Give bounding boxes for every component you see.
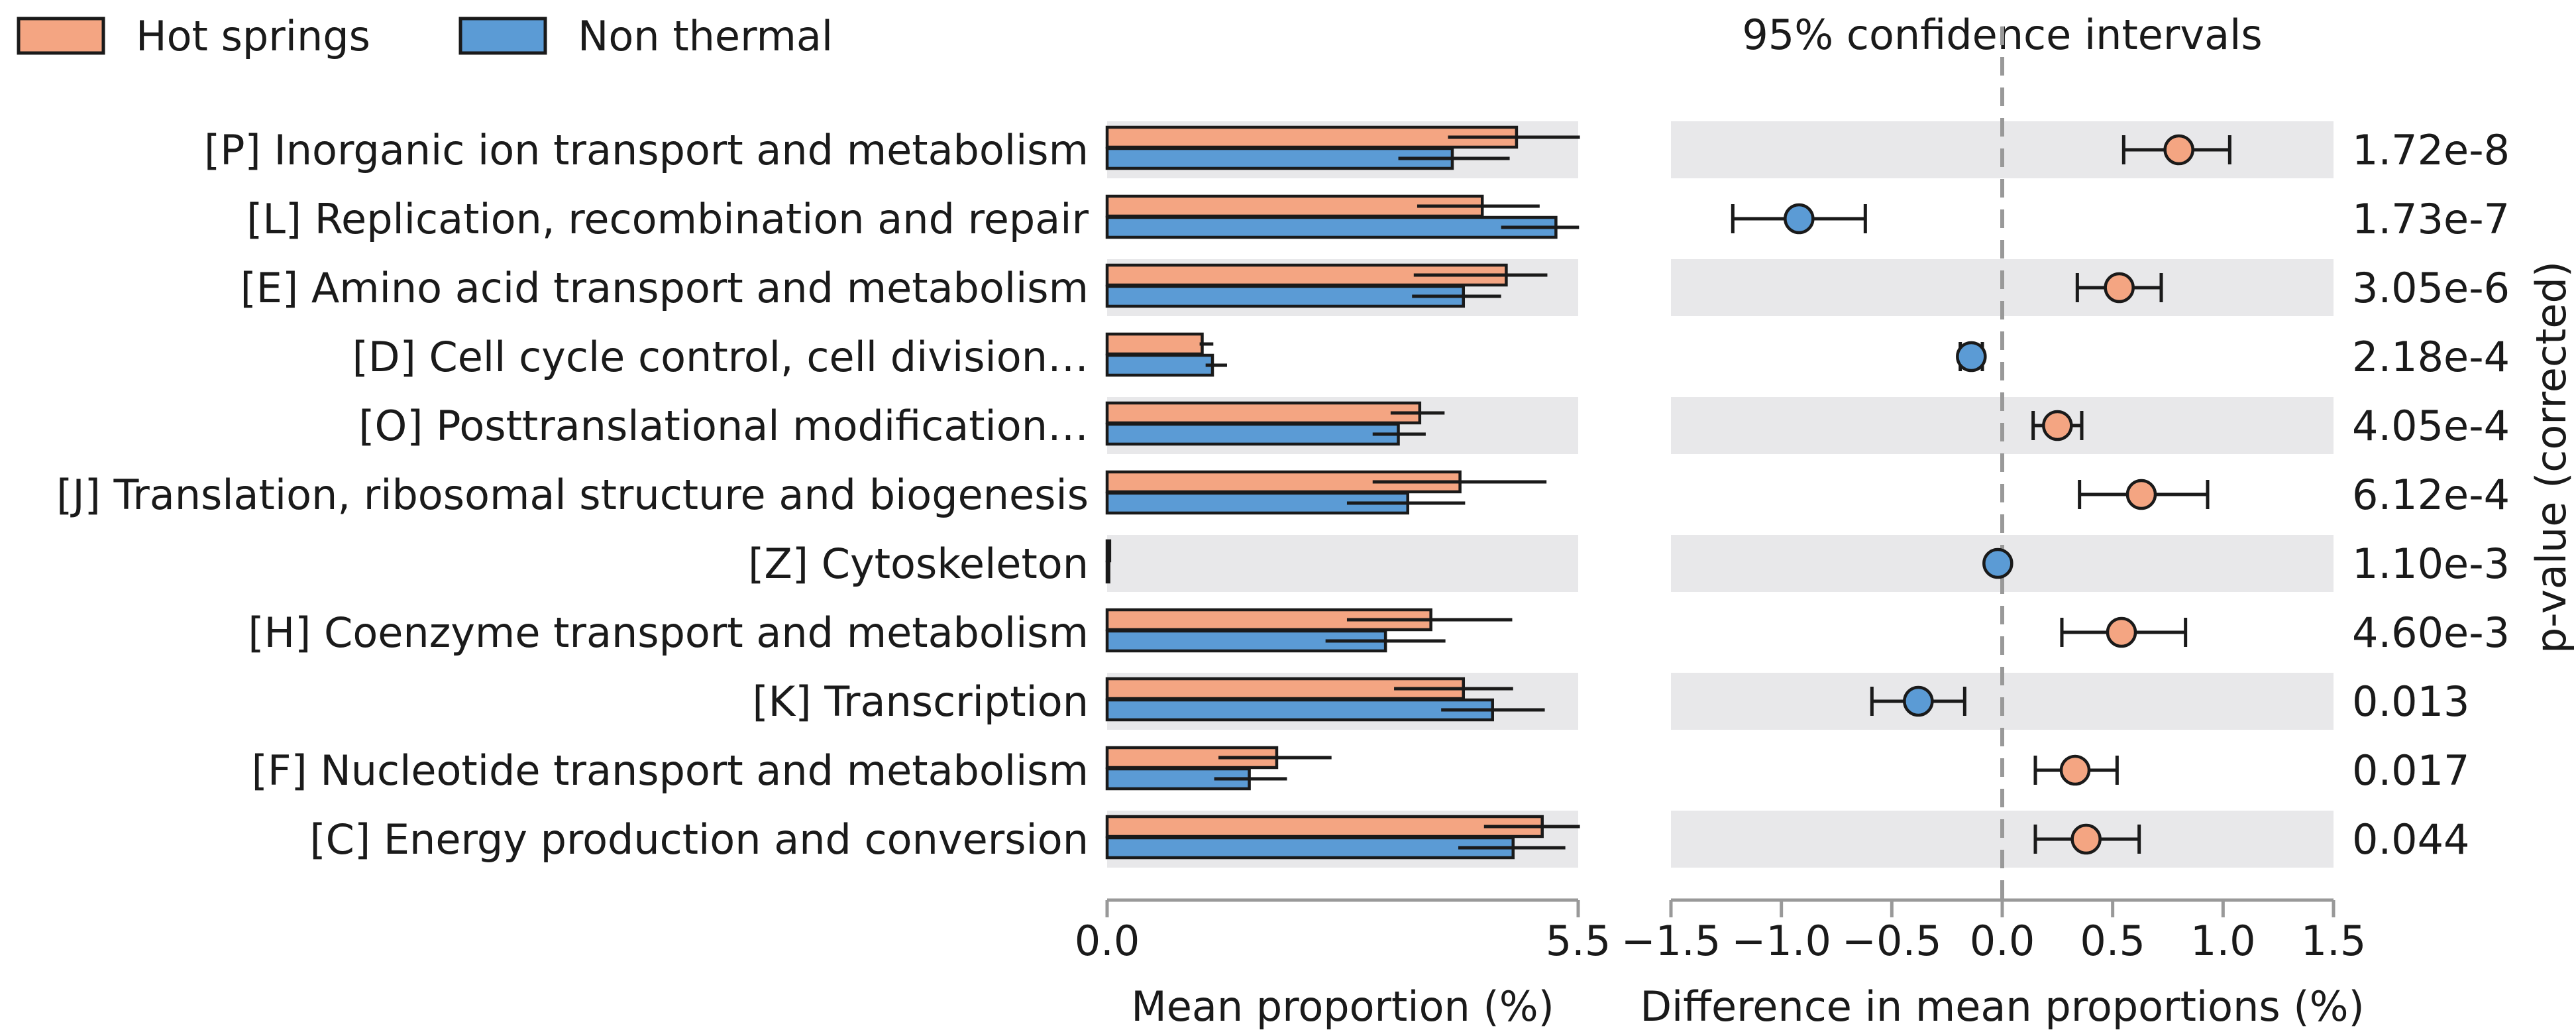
p-value-column: 1.72e-8 1.73e-7 3.05e-6 2.18e-4 4.05e-4 6.12e…: [2352, 126, 2575, 864]
bar-non-thermal: [1105, 353, 1214, 377]
legend: Hot springs Non thermal: [17, 12, 833, 60]
right-x-tick-label: −0.5: [1842, 917, 1942, 965]
category-label: [Z] Cytoskeleton: [748, 540, 1089, 588]
p-value: 1.10e-3: [2352, 540, 2510, 588]
row-band-left: [1107, 535, 1578, 592]
left-x-tick-label: 0.0: [1075, 917, 1140, 965]
category-label: [O] Posttranslational modification…: [358, 402, 1089, 450]
p-value: 4.60e-3: [2352, 608, 2510, 657]
bar-non-thermal: [1105, 836, 1515, 860]
bar-non-thermal: [1105, 698, 1494, 722]
bar-non-thermal: [1105, 422, 1400, 446]
p-value: 0.013: [2352, 677, 2470, 726]
right-x-axis-label: Difference in mean proportions (%): [1640, 982, 2364, 1031]
category-label: [J] Translation, ribosomal structure and…: [56, 471, 1089, 519]
p-value: 1.72e-8: [2352, 126, 2510, 174]
p-value: 0.017: [2352, 746, 2470, 795]
p-value: 0.044: [2352, 815, 2470, 864]
difference-point: [2059, 754, 2091, 786]
left-x-tick-label: 5.5: [1546, 917, 1611, 965]
bar-non-thermal: [1105, 284, 1466, 308]
mean-proportion-panel: [P] Inorganic ion transport and metaboli…: [56, 121, 1611, 1031]
p-value-axis-label: p-value (corrected): [2527, 261, 2575, 654]
category-label: [E] Amino acid transport and metabolism: [241, 264, 1089, 312]
bar-hot-springs: [1105, 332, 1204, 356]
confidence-interval-panel: 95% confidence intervals−1.5 −1.0 −0.5 0.0 0…: [1621, 11, 2367, 1031]
bar-hot-springs: [1105, 401, 1422, 425]
right-x-tick-label: −1.0: [1731, 917, 1831, 965]
category-label: [P] Inorganic ion transport and metaboli…: [204, 126, 1089, 174]
p-value: 2.18e-4: [2352, 333, 2510, 381]
bar-non-thermal: [1105, 215, 1558, 239]
difference-point: [2104, 272, 2135, 304]
difference-point: [2070, 823, 2102, 855]
p-value: 4.05e-4: [2352, 402, 2510, 450]
difference-point: [1956, 341, 1987, 373]
category-label: [D] Cell cycle control, cell division…: [352, 333, 1089, 381]
category-label: [F] Nucleotide transport and metabolism: [252, 746, 1089, 795]
difference-point: [2106, 616, 2137, 648]
difference-point: [1982, 547, 2013, 579]
difference-point: [1903, 685, 1934, 717]
difference-point: [1784, 203, 1815, 235]
category-label: [K] Transcription: [752, 677, 1089, 726]
category-label: [C] Energy production and conversion: [309, 815, 1089, 864]
difference-point: [2042, 410, 2073, 441]
p-value: 6.12e-4: [2352, 471, 2510, 519]
right-x-tick-label: 1.5: [2301, 917, 2367, 965]
right-x-tick-label: −1.5: [1621, 917, 1721, 965]
category-label: [H] Coenzyme transport and metabolism: [248, 608, 1089, 657]
legend-label-hot-springs: Hot springs: [136, 12, 370, 60]
difference-point: [2163, 134, 2194, 166]
bar-non-thermal: [1105, 146, 1454, 170]
left-x-axis-label: Mean proportion (%): [1131, 982, 1554, 1031]
legend-swatch-non-thermal: [458, 17, 547, 55]
right-x-tick-label: 0.0: [1970, 917, 2035, 965]
p-value: 3.05e-6: [2352, 264, 2510, 312]
legend-label-non-thermal: Non thermal: [578, 12, 833, 60]
right-x-tick-label: 1.0: [2190, 917, 2256, 965]
legend-swatch-hot-springs: [17, 17, 105, 55]
p-value: 1.73e-7: [2352, 195, 2510, 243]
difference-point: [2125, 479, 2157, 510]
right-x-tick-label: 0.5: [2080, 917, 2145, 965]
bar-hot-springs: [1105, 815, 1544, 838]
category-label: [L] Replication, recombination and repai…: [246, 195, 1089, 243]
